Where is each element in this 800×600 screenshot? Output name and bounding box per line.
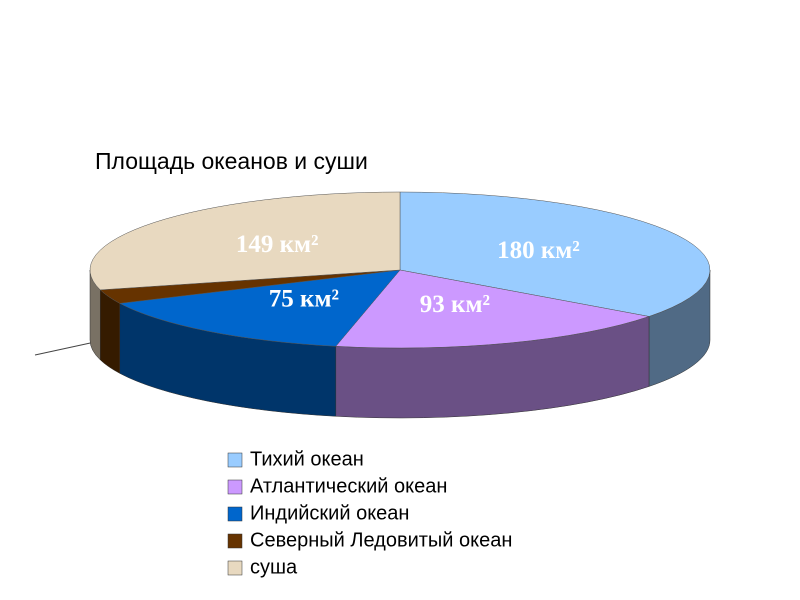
legend-label: Тихий океан	[250, 448, 364, 470]
slice	[118, 269, 401, 347]
legend-swatch	[227, 560, 243, 576]
data-label: 149 км²	[236, 231, 319, 258]
data-label: 180 км²	[497, 237, 580, 264]
legend-swatch	[227, 533, 243, 549]
legend-label: Атлантический океан	[250, 475, 447, 497]
legend-swatch	[227, 452, 243, 468]
legend-swatch	[227, 506, 243, 522]
legend-label: Индийский океан	[250, 502, 409, 524]
legend-label: Северный Ледовитый океан	[250, 529, 512, 551]
chart-title: Площадь океанов и суши	[95, 148, 368, 174]
legend-label: суша	[250, 556, 298, 578]
slice	[335, 269, 650, 349]
slice	[89, 191, 401, 291]
data-label: 93 км²	[420, 291, 490, 318]
legend-swatch	[227, 479, 243, 495]
slice-side	[99, 289, 121, 374]
data-label: 75 км²	[269, 285, 339, 312]
slice	[399, 191, 711, 317]
